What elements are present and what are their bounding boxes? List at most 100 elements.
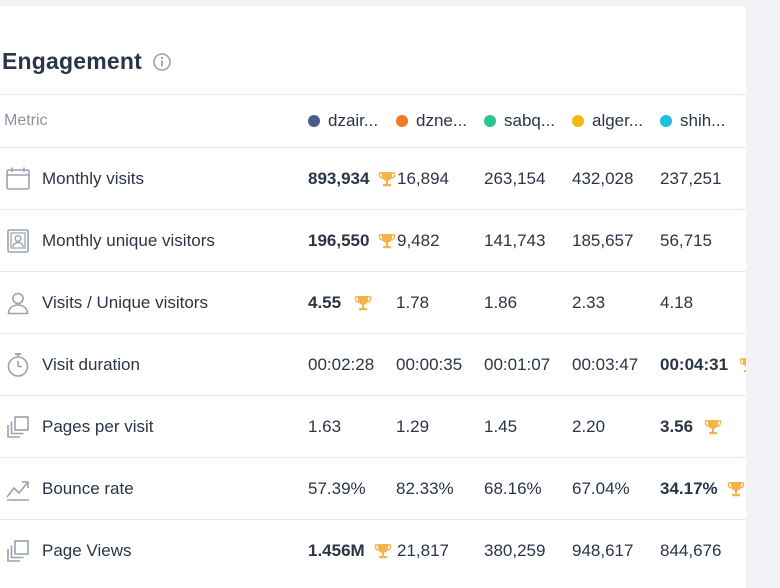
- value-cell: 1.456M: [308, 520, 393, 581]
- site-header-5[interactable]: shih...: [660, 95, 725, 147]
- title-row: Engagement: [2, 48, 172, 75]
- trophy-icon: [726, 479, 746, 499]
- metric-cell: Monthly unique visitors: [4, 210, 215, 271]
- value: 844,676: [660, 540, 722, 560]
- site-color-dot: [660, 115, 672, 127]
- value: 380,259: [484, 540, 546, 560]
- site-color-dot: [396, 115, 408, 127]
- value-cell: 844,676: [660, 520, 721, 581]
- winning-value: 196,550: [308, 230, 370, 250]
- winning-value: 3.56: [660, 416, 694, 436]
- value-cell: 948,617: [572, 520, 633, 581]
- value-cell: 00:00:35: [396, 334, 462, 395]
- trophy-icon: [703, 417, 723, 437]
- value: 237,251: [660, 168, 722, 188]
- metric-cell: Page Views: [4, 520, 131, 581]
- table-row: Pages per visit 1.63 1.29 1.45 2.20 3.56: [0, 395, 746, 457]
- value-cell: 1.78: [396, 272, 429, 333]
- value: 00:01:07: [484, 354, 551, 374]
- site-header-4[interactable]: alger...: [572, 95, 643, 147]
- value: 00:03:47: [572, 354, 639, 374]
- value: 82.33%: [396, 478, 454, 498]
- site-color-dot: [484, 115, 496, 127]
- value: 2.20: [572, 416, 606, 436]
- trophy-icon: [738, 355, 746, 375]
- value: 68.16%: [484, 478, 542, 498]
- value: 21,817: [397, 540, 449, 560]
- site-header-3[interactable]: sabq...: [484, 95, 555, 147]
- value: 263,154: [484, 168, 546, 188]
- trophy-icon: [377, 169, 397, 189]
- metric-cell: Monthly visits: [4, 148, 144, 209]
- value: 141,743: [484, 230, 546, 250]
- engagement-table: Metric dzair... dzne... sabq... alger...…: [0, 94, 746, 581]
- value: 00:02:28: [308, 354, 375, 374]
- value: 9,482: [397, 230, 440, 250]
- value-cell: 00:03:47: [572, 334, 638, 395]
- value: 948,617: [572, 540, 634, 560]
- value: 57.39%: [308, 478, 366, 498]
- winning-value: 1.456M: [308, 540, 365, 560]
- site-header-1[interactable]: dzair...: [308, 95, 378, 147]
- metric-label: Visits / Unique visitors: [42, 292, 208, 312]
- value-cell: 9,482: [397, 210, 440, 271]
- value-cell: 237,251: [660, 148, 721, 209]
- value-cell: 2.33: [572, 272, 605, 333]
- page-title: Engagement: [2, 48, 143, 74]
- user-icon: [4, 289, 32, 317]
- value-cell: 3.56: [660, 396, 723, 457]
- metric-label: Bounce rate: [42, 478, 134, 498]
- value: 2.33: [572, 292, 606, 312]
- metric-label: Visit duration: [42, 354, 140, 374]
- value: 432,028: [572, 168, 634, 188]
- value: 1.78: [396, 292, 430, 312]
- site-color-dot: [572, 115, 584, 127]
- info-icon[interactable]: [152, 52, 172, 72]
- value-cell: 196,550: [308, 210, 397, 271]
- site-label: sabq...: [504, 111, 556, 130]
- table-row: Visit duration 00:02:28 00:00:35 00:01:0…: [0, 333, 746, 395]
- table-row: Monthly visits 893,934 16,894 263,154 43…: [0, 147, 746, 209]
- metric-cell: Visit duration: [4, 334, 140, 395]
- trophy-icon: [377, 231, 397, 251]
- metric-cell: Visits / Unique visitors: [4, 272, 208, 333]
- pages-icon: [4, 413, 32, 441]
- metric-header-label: Metric: [4, 112, 48, 129]
- metric-label: Page Views: [42, 540, 132, 560]
- table-row: Visits / Unique visitors 4.55 1.78 1.86 …: [0, 271, 746, 333]
- value-cell: 00:02:28: [308, 334, 374, 395]
- value: 1.63: [308, 416, 342, 436]
- value-cell: 68.16%: [484, 458, 542, 519]
- id-card-icon: [4, 227, 32, 255]
- metric-label: Monthly unique visitors: [42, 230, 215, 250]
- table-row: Bounce rate 57.39% 82.33% 68.16% 67.04% …: [0, 457, 746, 519]
- winning-value: 34.17%: [660, 478, 718, 498]
- winning-value: 4.55: [308, 292, 342, 312]
- winning-value: 00:04:31: [660, 354, 729, 374]
- value: 1.86: [484, 292, 518, 312]
- value-cell: 432,028: [572, 148, 633, 209]
- site-header-2[interactable]: dzne...: [396, 95, 467, 147]
- value-cell: 21,817: [397, 520, 449, 581]
- value-cell: 4.18: [660, 272, 693, 333]
- value-cell: 1.45: [484, 396, 517, 457]
- value-cell: 57.39%: [308, 458, 366, 519]
- site-label: dzair...: [328, 111, 379, 130]
- value-cell: 263,154: [484, 148, 545, 209]
- pages-icon: [4, 537, 32, 565]
- value-cell: 1.86: [484, 272, 517, 333]
- table-row: Monthly unique visitors 196,550 9,482 14…: [0, 209, 746, 271]
- metric-cell: Bounce rate: [4, 458, 134, 519]
- value: 4.18: [660, 292, 694, 312]
- calendar-icon: [4, 165, 32, 193]
- value-cell: 67.04%: [572, 458, 630, 519]
- value: 67.04%: [572, 478, 630, 498]
- value: 1.29: [396, 416, 430, 436]
- trophy-icon: [353, 293, 373, 313]
- value: 1.45: [484, 416, 518, 436]
- site-color-dot: [308, 115, 320, 127]
- value-cell: 16,894: [397, 148, 449, 209]
- value: 185,657: [572, 230, 634, 250]
- value: 56,715: [660, 230, 712, 250]
- value-cell: 82.33%: [396, 458, 454, 519]
